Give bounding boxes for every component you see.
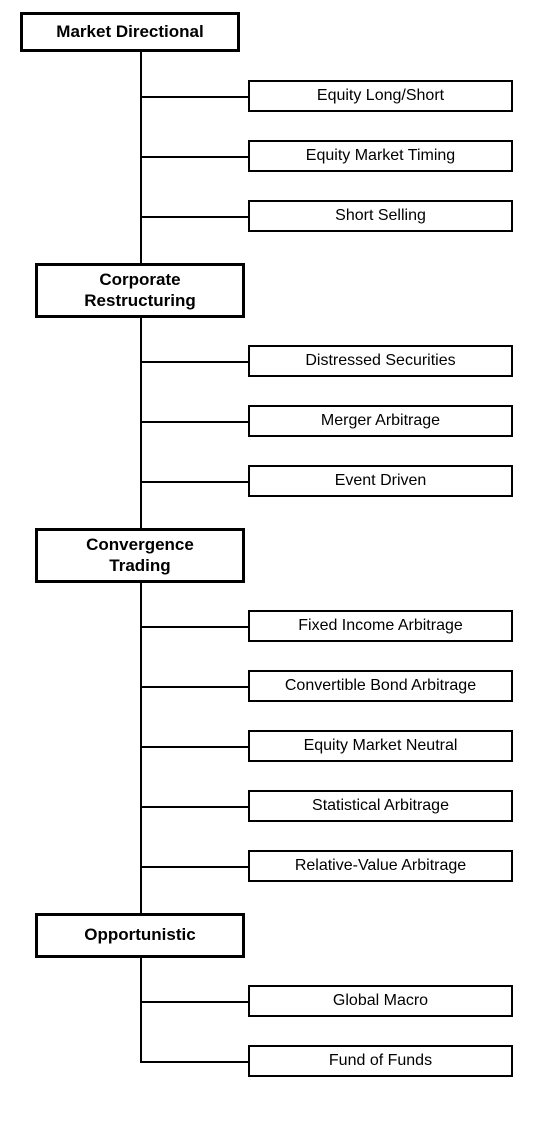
category-box: Opportunistic <box>35 913 245 958</box>
connector-h <box>140 746 248 748</box>
category-box: Market Directional <box>20 12 240 52</box>
connector-h <box>140 1001 248 1003</box>
connector-h <box>140 96 248 98</box>
child-box: Fund of Funds <box>248 1045 513 1077</box>
connector-h <box>140 686 248 688</box>
connector-h <box>140 421 248 423</box>
child-box: Global Macro <box>248 985 513 1017</box>
connector-h <box>140 866 248 868</box>
connector-h <box>140 626 248 628</box>
child-box: Short Selling <box>248 200 513 232</box>
child-box: Event Driven <box>248 465 513 497</box>
category-box: ConvergenceTrading <box>35 528 245 583</box>
category-box: CorporateRestructuring <box>35 263 245 318</box>
child-box: Equity Market Neutral <box>248 730 513 762</box>
connector-h <box>140 216 248 218</box>
connector-h <box>140 361 248 363</box>
connector-h <box>140 1061 248 1063</box>
connector-h <box>140 156 248 158</box>
connector-h <box>140 806 248 808</box>
child-box: Distressed Securities <box>248 345 513 377</box>
child-box: Convertible Bond Arbitrage <box>248 670 513 702</box>
connector-h <box>140 481 248 483</box>
trunk-line <box>140 318 142 528</box>
child-box: Statistical Arbitrage <box>248 790 513 822</box>
child-box: Merger Arbitrage <box>248 405 513 437</box>
trunk-line <box>140 958 142 1063</box>
child-box: Equity Market Timing <box>248 140 513 172</box>
child-box: Fixed Income Arbitrage <box>248 610 513 642</box>
trunk-line <box>140 52 142 263</box>
child-box: Equity Long/Short <box>248 80 513 112</box>
child-box: Relative-Value Arbitrage <box>248 850 513 882</box>
trunk-line <box>140 583 142 913</box>
